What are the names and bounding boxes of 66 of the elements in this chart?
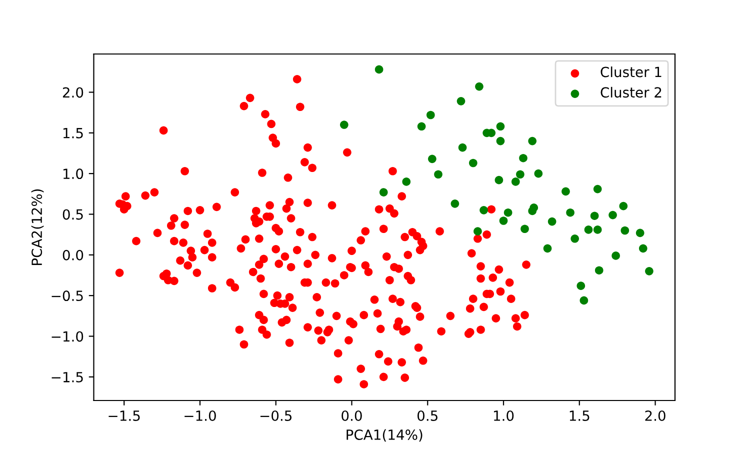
- legend-label: Cluster 1: [600, 66, 662, 78]
- x-tick-label: −1.0: [184, 410, 216, 421]
- point: [584, 226, 593, 234]
- point: [511, 178, 520, 186]
- point: [496, 136, 505, 146]
- point: [475, 82, 484, 91]
- point: [593, 226, 602, 234]
- point: [519, 154, 528, 162]
- y-tick-label: −0.5: [52, 290, 83, 302]
- point: [580, 296, 588, 305]
- point: [570, 234, 580, 243]
- legend-label: Cluster 2: [600, 86, 662, 98]
- point: [594, 266, 604, 275]
- point: [576, 282, 586, 290]
- point: [566, 208, 574, 217]
- point: [636, 228, 644, 238]
- point: [612, 252, 620, 260]
- point: [456, 97, 466, 106]
- point: [608, 210, 617, 220]
- y-axis-title: PCA2(12%): [31, 189, 44, 265]
- point: [528, 136, 537, 146]
- point: [402, 178, 411, 186]
- point: [638, 244, 648, 253]
- point: [450, 199, 460, 208]
- x-tick-label: 0.0: [342, 410, 362, 421]
- y-tick-label: 2.0: [62, 87, 84, 98]
- point: [379, 188, 388, 196]
- x-tick-label: 2.0: [645, 410, 666, 421]
- point: [417, 122, 426, 131]
- point: [645, 267, 654, 276]
- point: [458, 143, 467, 152]
- y-tick-label: 0.0: [62, 250, 84, 260]
- point: [619, 202, 628, 210]
- point: [499, 216, 508, 225]
- x-tick-label: 0.5: [418, 410, 438, 421]
- point: [620, 226, 630, 235]
- point: [516, 170, 524, 179]
- point: [530, 204, 538, 212]
- y-tick-label: −1.0: [52, 331, 84, 342]
- point: [474, 227, 482, 236]
- x-tick-label: 1.5: [570, 410, 590, 421]
- point: [543, 244, 552, 253]
- point: [468, 158, 478, 168]
- point: [496, 122, 505, 131]
- point: [428, 154, 436, 164]
- point: [593, 184, 602, 194]
- point: [590, 212, 599, 220]
- y-tick-label: 1.5: [63, 128, 83, 138]
- point: [534, 169, 543, 178]
- x-axis-title: PCA1(14%): [346, 429, 422, 442]
- point: [520, 224, 529, 234]
- y-tick-label: 1.0: [63, 168, 84, 180]
- point: [340, 120, 348, 129]
- x-tick-label: −1.5: [108, 410, 140, 421]
- point: [548, 217, 556, 226]
- x-tick-label: 1.0: [494, 410, 514, 421]
- point: [434, 170, 442, 179]
- point: [562, 187, 570, 196]
- point: [480, 206, 488, 214]
- point: [426, 110, 435, 120]
- x-tick-label: −0.5: [260, 410, 292, 421]
- point: [494, 176, 504, 184]
- y-tick-label: −1.5: [52, 372, 83, 382]
- point: [504, 208, 512, 217]
- y-tick-label: 0.5: [62, 209, 83, 220]
- point: [374, 65, 384, 74]
